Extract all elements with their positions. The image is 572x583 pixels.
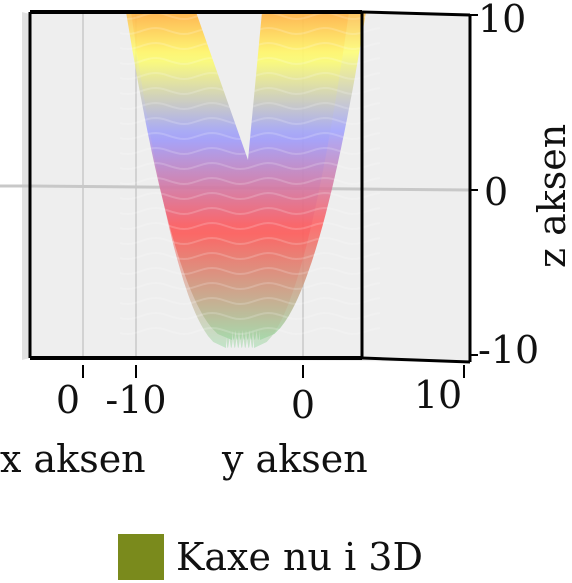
- surface-ripple: [119, 296, 381, 306]
- z-tick-label: 0: [484, 170, 508, 214]
- z-tick-label: 10: [478, 0, 526, 41]
- surface-trough: [119, 12, 381, 348]
- surface-ripple: [119, 161, 381, 171]
- surface-ripple: [119, 206, 381, 216]
- z-axis-title: z aksen: [530, 124, 572, 268]
- surface-ripple: [119, 311, 381, 321]
- x-tick-label: 0: [56, 378, 80, 422]
- surface-ripple: [119, 146, 381, 156]
- surface-ripple: [119, 191, 381, 201]
- surface-ripple: [119, 266, 381, 276]
- x-axis-title: x aksen: [0, 437, 146, 481]
- surface-ripple: [119, 176, 381, 186]
- surface-notch: [196, 12, 262, 160]
- surface-ripple: [119, 281, 381, 291]
- box-edge-bottom-right: [361, 356, 471, 364]
- legend-swatch: [118, 534, 164, 580]
- y-tick-label: 10: [414, 373, 462, 417]
- surface-ripple: [119, 326, 381, 336]
- y-tick-label: 0: [291, 383, 315, 427]
- surface-front-layer: [131, 12, 349, 348]
- y-tick-label: -10: [105, 378, 166, 422]
- surface-ripple: [119, 251, 381, 261]
- box-edge-top-right: [361, 10, 471, 17]
- legend-label: Kaxe nu i 3D: [176, 535, 423, 579]
- surface-ripple: [119, 221, 381, 231]
- legend: Kaxe nu i 3D: [118, 532, 423, 582]
- y-axis-title: y aksen: [221, 437, 368, 481]
- z-tick-label: -10: [478, 328, 539, 372]
- surface-ripple: [119, 236, 381, 246]
